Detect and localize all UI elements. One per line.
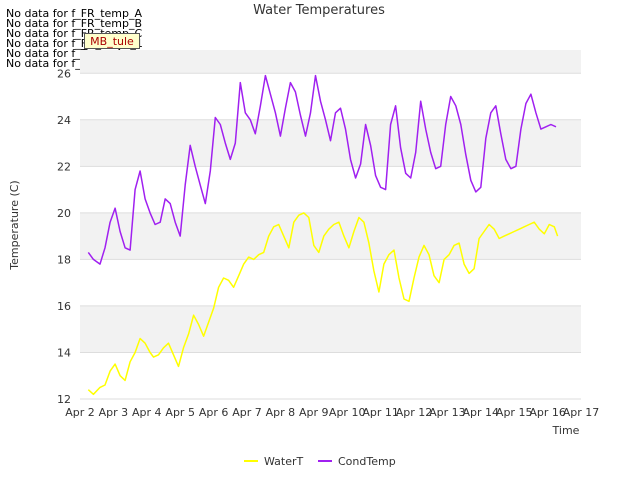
x-tick-label: Apr 17 (563, 406, 600, 419)
nodata-message: No data for f_FR_temp_B (6, 17, 143, 30)
x-tick-label: Apr 9 (299, 406, 329, 419)
grid-band (80, 259, 581, 306)
x-tick-label: Apr 3 (99, 406, 129, 419)
y-tick-label: 24 (57, 114, 71, 127)
x-tick-label: Apr 16 (529, 406, 566, 419)
x-tick-label: Apr 13 (429, 406, 466, 419)
nodata-message: No data for f_FD_Temp_1 (6, 37, 143, 50)
x-tick-label: Apr 5 (165, 406, 195, 419)
series-line-watert (87, 212, 559, 396)
x-tick-label: Apr 4 (132, 406, 162, 419)
grid-band (80, 352, 581, 399)
grid-band (80, 166, 581, 213)
y-axis-ticks: 12 14 16 18 20 22 24 26 (57, 67, 71, 406)
x-tick-label: Apr 2 (65, 406, 95, 419)
x-tick-label: Apr 15 (496, 406, 533, 419)
grid-band (80, 73, 581, 120)
y-tick-label: 14 (57, 346, 71, 359)
x-tick-label: Apr 11 (362, 406, 399, 419)
nodata-message: No data for f_Temp_A (6, 47, 124, 60)
y-axis-label: Temperature (C) (8, 180, 21, 270)
grid-band (80, 305, 581, 353)
x-tick-label: Apr 14 (463, 406, 500, 419)
legend: WaterT CondTemp (244, 455, 396, 468)
x-axis-label: Time (552, 424, 580, 437)
y-tick-label: 12 (57, 393, 71, 406)
nodata-message: No data for f_FR_temp_A (6, 7, 142, 20)
x-axis-ticks: Apr 2 Apr 3 Apr 4 Apr 5 Apr 6 Apr 7 Apr 8 Apr 9… (65, 406, 599, 419)
grid-bands (80, 50, 581, 400)
site-badge: MB_tule (84, 33, 140, 49)
series-line-condtemp (87, 74, 557, 265)
x-tick-label: Apr 7 (232, 406, 262, 419)
series-lines (87, 74, 559, 396)
y-tick-label: 26 (57, 67, 71, 80)
x-tick-label: Apr 12 (396, 406, 433, 419)
y-tick-label: 18 (57, 253, 71, 266)
grid-band (80, 50, 581, 74)
x-tick-label: Apr 10 (329, 406, 366, 419)
x-tick-label: Apr 6 (199, 406, 229, 419)
y-tick-label: 16 (57, 300, 71, 313)
legend-label: WaterT (264, 455, 304, 468)
grid-band (80, 119, 581, 167)
chart-title: Water Temperatures (253, 3, 385, 18)
x-tick-label: Apr 8 (266, 406, 296, 419)
nodata-message: No data for f_FR_temp_C (6, 27, 143, 40)
legend-label: CondTemp (338, 455, 396, 468)
y-tick-label: 20 (57, 207, 71, 220)
y-tick-label: 22 (57, 160, 71, 173)
